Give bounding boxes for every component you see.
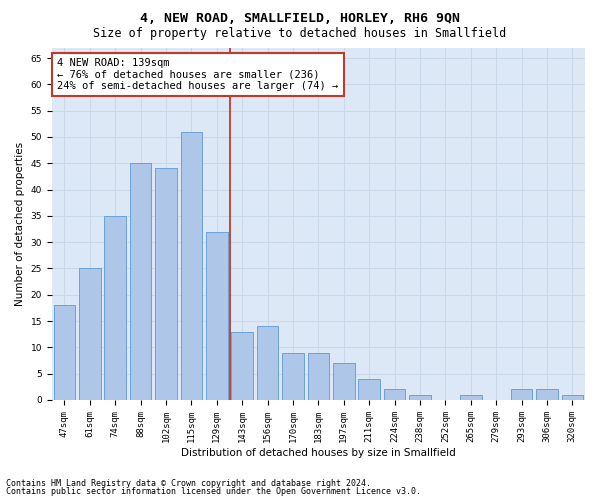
Bar — [511, 390, 532, 400]
Bar — [130, 163, 151, 400]
Bar — [536, 390, 558, 400]
Bar — [257, 326, 278, 400]
Bar — [409, 394, 431, 400]
Text: 4 NEW ROAD: 139sqm
← 76% of detached houses are smaller (236)
24% of semi-detach: 4 NEW ROAD: 139sqm ← 76% of detached hou… — [57, 58, 338, 92]
Bar — [358, 379, 380, 400]
Bar — [562, 394, 583, 400]
Bar — [308, 352, 329, 400]
Bar — [232, 332, 253, 400]
Text: Contains HM Land Registry data © Crown copyright and database right 2024.: Contains HM Land Registry data © Crown c… — [6, 478, 371, 488]
Bar — [53, 306, 75, 400]
Bar — [79, 268, 101, 400]
Bar — [460, 394, 482, 400]
Bar — [333, 363, 355, 400]
Bar — [104, 216, 126, 400]
Bar — [181, 132, 202, 400]
Bar — [155, 168, 177, 400]
Text: 4, NEW ROAD, SMALLFIELD, HORLEY, RH6 9QN: 4, NEW ROAD, SMALLFIELD, HORLEY, RH6 9QN — [140, 12, 460, 26]
Text: Contains public sector information licensed under the Open Government Licence v3: Contains public sector information licen… — [6, 487, 421, 496]
Bar — [206, 232, 227, 400]
Bar — [384, 390, 406, 400]
Text: Size of property relative to detached houses in Smallfield: Size of property relative to detached ho… — [94, 26, 506, 40]
Y-axis label: Number of detached properties: Number of detached properties — [15, 142, 25, 306]
X-axis label: Distribution of detached houses by size in Smallfield: Distribution of detached houses by size … — [181, 448, 456, 458]
Bar — [282, 352, 304, 400]
